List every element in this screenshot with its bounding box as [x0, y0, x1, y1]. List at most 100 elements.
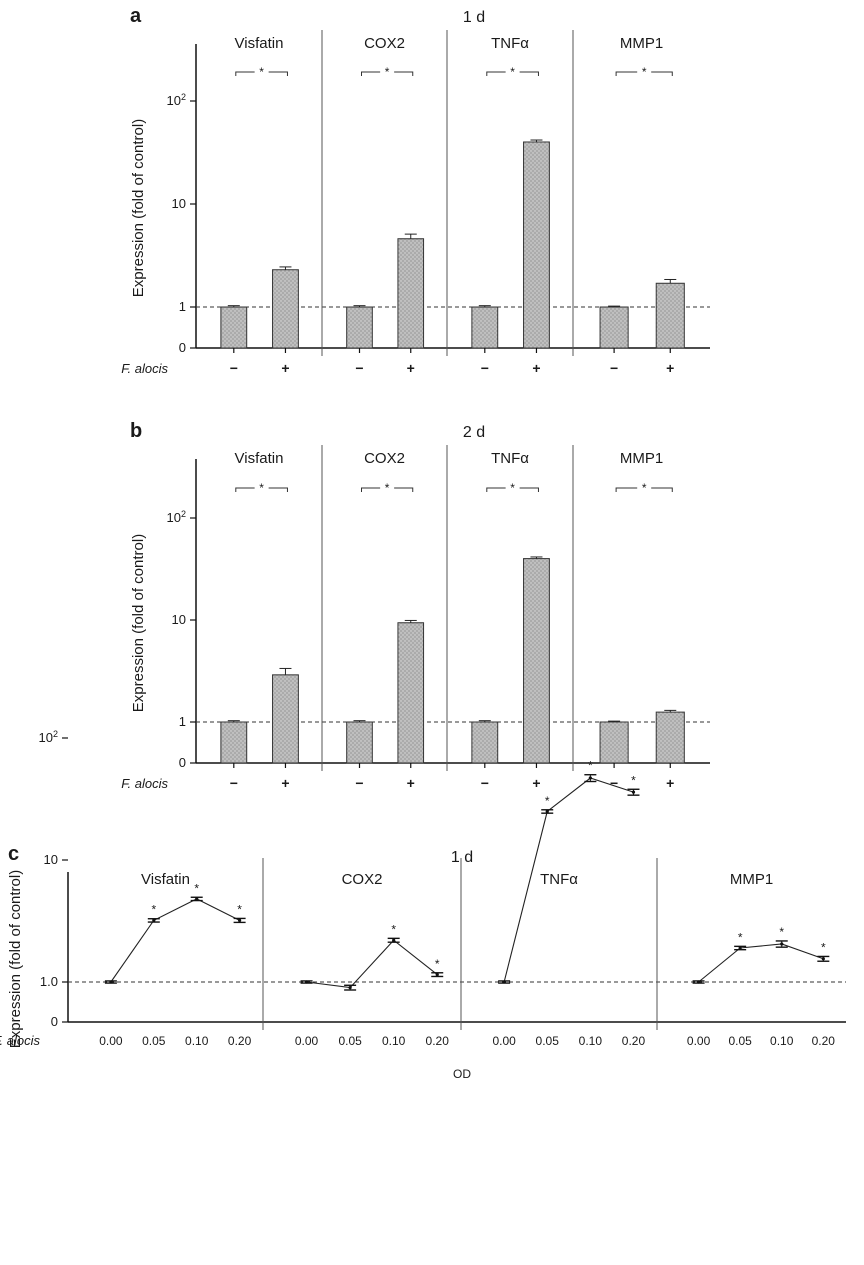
significance-star: *	[588, 759, 593, 773]
significance-star: *	[642, 65, 647, 79]
series-line	[110, 898, 240, 983]
significance-bracket-left	[615, 71, 638, 76]
y-tick-label: 10	[172, 612, 186, 627]
y-tick-label: 102	[39, 729, 58, 745]
od-tick-label: 0.00	[687, 1034, 711, 1048]
x-axis-title: OD	[453, 1067, 471, 1081]
condition-label: −	[481, 775, 489, 791]
significance-star: *	[237, 902, 242, 916]
significance-bracket-left	[361, 71, 381, 76]
bar	[471, 721, 499, 764]
bar	[272, 674, 299, 764]
data-point	[696, 980, 701, 984]
bar	[523, 558, 550, 764]
significance-star: *	[821, 940, 826, 954]
significance-bracket-left	[486, 487, 506, 492]
condition-label: +	[532, 775, 540, 791]
significance-star: *	[545, 794, 550, 808]
bar	[655, 711, 685, 764]
significance-star: *	[194, 881, 199, 895]
bar	[220, 306, 248, 349]
gene-label: Visfatin	[141, 871, 190, 888]
condition-label: −	[481, 360, 489, 376]
y-axis-label: Expression (fold of control)	[7, 870, 24, 1048]
treatment-label: F. alocis	[121, 776, 168, 791]
od-tick-label: 0.10	[185, 1034, 209, 1048]
series-line	[503, 777, 634, 983]
data-point	[631, 790, 636, 794]
significance-bracket-left	[486, 71, 506, 76]
gene-label: Visfatin	[235, 35, 284, 52]
significance-bracket-right	[394, 71, 414, 76]
od-tick-label: 0.00	[492, 1034, 516, 1048]
condition-label: −	[610, 360, 618, 376]
gene-label: COX2	[364, 450, 405, 467]
bar	[471, 306, 499, 349]
data-point	[545, 809, 549, 814]
significance-star: *	[259, 65, 264, 79]
condition-label: −	[355, 775, 363, 791]
data-point	[304, 980, 309, 984]
y-tick-label: 1	[179, 714, 186, 729]
panel-letter: b	[130, 420, 142, 442]
condition-label: +	[407, 775, 415, 791]
condition-label: −	[230, 360, 238, 376]
data-point	[821, 957, 825, 961]
data-point	[238, 918, 242, 922]
y-tick-label: 102	[167, 92, 186, 108]
condition-label: −	[610, 775, 618, 791]
y-axis-label: Expression (fold of control)	[130, 534, 147, 712]
chart-title: 2 d	[463, 424, 485, 441]
gene-label: COX2	[364, 35, 405, 52]
significance-bracket-right	[268, 487, 288, 492]
condition-label: −	[230, 775, 238, 791]
significance-bracket-right	[651, 71, 673, 76]
significance-star: *	[385, 65, 390, 79]
data-point	[780, 942, 784, 946]
significance-bracket-left	[235, 71, 255, 76]
gene-label: TNFα	[491, 35, 529, 52]
chart-title: 1 d	[451, 849, 473, 866]
data-point	[109, 980, 113, 984]
data-point	[588, 776, 592, 780]
od-tick-label: 0.20	[622, 1034, 646, 1048]
od-tick-label: 0.10	[579, 1034, 603, 1048]
od-tick-label: 0.05	[728, 1034, 752, 1048]
significance-bracket-right	[394, 487, 414, 492]
od-tick-label: 0.20	[426, 1034, 450, 1048]
bar	[346, 721, 373, 764]
significance-star: *	[642, 481, 647, 495]
significance-star: *	[510, 481, 515, 495]
bar	[346, 306, 373, 349]
y-axis-label: Expression (fold of control)	[130, 119, 147, 297]
y-tick-label: 1	[179, 299, 186, 314]
panel-a: a 1 d 0 1 10 102 Expression (fold of control) F…	[121, 5, 710, 376]
significance-bracket-left	[361, 487, 381, 492]
bar	[599, 306, 629, 349]
gene-label: TNFα	[540, 871, 578, 888]
y-tick-label: 0	[51, 1014, 58, 1029]
significance-star: *	[779, 925, 784, 939]
panel-c: c 1 d 0 1.0 10 102 Expression (fold of control…	[0, 729, 846, 1081]
series-line	[306, 939, 438, 989]
significance-star: *	[385, 481, 390, 495]
condition-label: +	[532, 360, 540, 376]
condition-label: +	[666, 775, 674, 791]
significance-bracket-right	[519, 71, 539, 76]
data-point	[152, 918, 156, 922]
od-tick-label: 0.05	[338, 1034, 362, 1048]
od-tick-label: 0.00	[99, 1034, 123, 1048]
significance-star: *	[738, 930, 743, 944]
significance-star: *	[510, 65, 515, 79]
condition-label: +	[666, 360, 674, 376]
y-tick-label: 10	[44, 852, 58, 867]
significance-bracket-right	[651, 487, 673, 492]
gene-label: MMP1	[620, 450, 663, 467]
significance-bracket-left	[615, 487, 638, 492]
series-line	[698, 943, 824, 983]
gene-label: MMP1	[620, 35, 663, 52]
bar	[397, 238, 425, 349]
od-tick-label: 0.20	[812, 1034, 836, 1048]
data-point	[392, 938, 396, 942]
